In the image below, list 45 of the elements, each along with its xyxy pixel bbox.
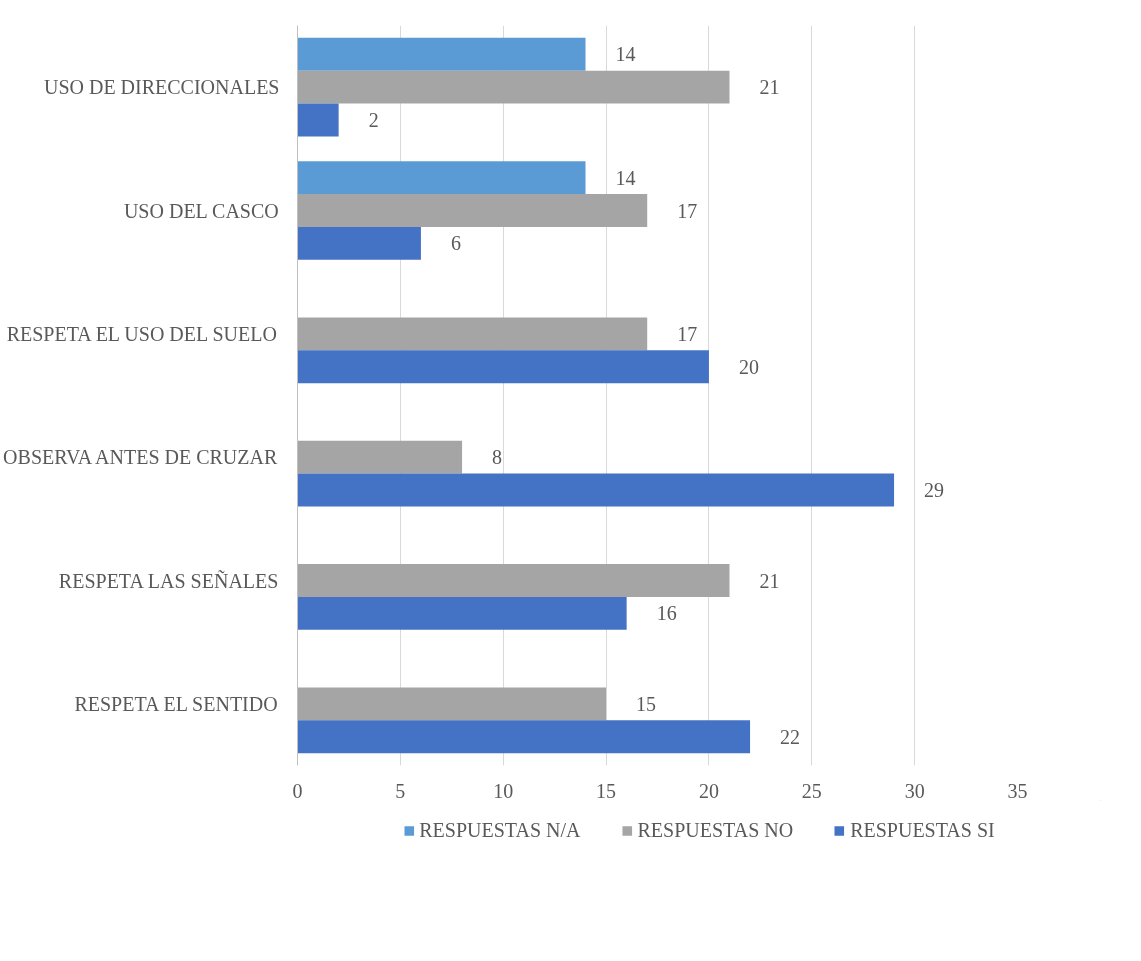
legend-label: RESPUESTAS NO — [637, 818, 794, 842]
x-tick-label: 35 — [1007, 779, 1028, 802]
x-tick-label: 30 — [904, 779, 925, 802]
data-label: 21 — [759, 569, 780, 592]
data-label: 15 — [636, 692, 657, 715]
bar — [297, 70, 730, 104]
bar — [297, 161, 586, 195]
x-tick-label: 20 — [698, 779, 719, 802]
legend-label: RESPUESTAS SI — [850, 818, 995, 842]
y-tick-label: USO DE DIRECCIONALES — [43, 76, 280, 99]
bar — [297, 564, 730, 597]
data-label: 29 — [924, 479, 945, 502]
y-tick-label: OBSERVA ANTES DE CRUZAR — [3, 446, 278, 469]
data-label: 20 — [738, 355, 759, 378]
bar — [297, 226, 421, 260]
data-label: 22 — [780, 725, 801, 748]
data-label: 8 — [492, 446, 503, 469]
data-label: 14 — [615, 43, 636, 66]
y-tick-label: USO DEL CASCO — [123, 199, 279, 222]
y-tick-label: RESPETA LAS SEÑALES — [58, 568, 279, 592]
data-label: 16 — [656, 602, 677, 625]
data-label: 17 — [677, 199, 698, 222]
x-tick-label: 0 — [292, 779, 303, 802]
bar — [297, 440, 463, 474]
data-label: 14 — [615, 166, 636, 189]
x-tick-label: 15 — [596, 779, 617, 802]
bar — [297, 194, 648, 227]
data-label: 21 — [759, 76, 780, 99]
y-tick-label: RESPETA EL USO DEL SUELO — [6, 322, 277, 345]
bar — [297, 350, 709, 384]
x-tick-label: 10 — [493, 779, 514, 802]
data-label: 6 — [450, 232, 461, 255]
x-tick-label: 25 — [801, 779, 822, 802]
bar — [297, 596, 627, 630]
data-label: 2 — [368, 109, 379, 132]
bar — [297, 473, 895, 507]
bar — [297, 317, 648, 351]
data-label: 17 — [677, 322, 698, 345]
y-tick-label: RESPETA EL SENTIDO — [74, 692, 278, 715]
bar — [297, 37, 586, 71]
legend-label: RESPUESTAS N/A — [419, 818, 581, 842]
bar — [297, 720, 751, 754]
x-tick-label: 5 — [395, 779, 406, 802]
bar — [297, 687, 607, 721]
bar — [297, 103, 339, 137]
